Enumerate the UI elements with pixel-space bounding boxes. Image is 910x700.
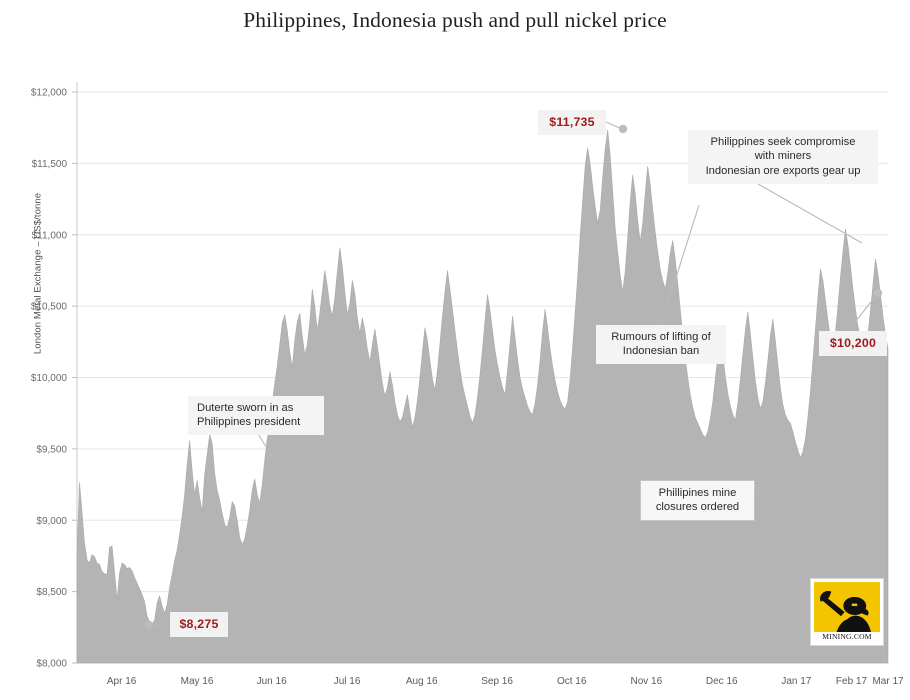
svg-text:Apr 16: Apr 16 <box>107 676 137 687</box>
svg-text:Nov 16: Nov 16 <box>630 676 662 687</box>
svg-text:Sep 16: Sep 16 <box>481 676 513 687</box>
annotation-duterte: Duterte sworn in as Philippines presiden… <box>188 396 324 435</box>
x-axis-ticks: Apr 16 May 16 Jun 16 Jul 16 Aug 16 Sep 16 Oct … <box>107 676 904 687</box>
svg-text:Jun 16: Jun 16 <box>257 676 287 687</box>
page-title: Philippines, Indonesia push and pull nic… <box>243 8 667 32</box>
nickel-price-area <box>76 129 889 664</box>
price-label-low: $8,275 <box>170 612 228 637</box>
svg-text:Mar 17: Mar 17 <box>872 676 904 687</box>
svg-text:Aug 16: Aug 16 <box>406 676 438 687</box>
mining-com-logo: MINING.COM <box>810 578 884 646</box>
svg-text:$10,000: $10,000 <box>31 373 68 384</box>
svg-text:$11,500: $11,500 <box>32 159 68 170</box>
annotation-leader-lines <box>144 121 883 630</box>
annotation-philippines-compromise: Philippines seek compromise with miners … <box>688 130 878 184</box>
svg-text:$10,500: $10,500 <box>31 302 68 313</box>
svg-text:$9,000: $9,000 <box>36 516 67 527</box>
svg-text:$8,000: $8,000 <box>36 659 67 670</box>
svg-text:$8,500: $8,500 <box>36 587 67 598</box>
y-axis-ticks: $8,000 $8,500 $9,000 $9,500 $10,000 $10,500 $1… <box>31 88 77 670</box>
svg-text:Feb 17: Feb 17 <box>836 676 868 687</box>
svg-text:$12,000: $12,000 <box>31 88 68 99</box>
logo-caption: MINING.COM <box>814 632 880 642</box>
annotation-mine-closures: Phillipines mine closures ordered <box>640 480 755 521</box>
annotation-rumours-lifting-ban: Rumours of lifting of Indonesian ban <box>596 325 726 364</box>
svg-text:$11,000: $11,000 <box>32 230 68 241</box>
svg-text:Jul 16: Jul 16 <box>334 676 361 687</box>
price-label-latest: $10,200 <box>819 331 887 356</box>
svg-text:Oct 16: Oct 16 <box>557 676 587 687</box>
svg-text:May 16: May 16 <box>181 676 214 687</box>
price-label-peak: $11,735 <box>538 110 606 135</box>
svg-text:$9,500: $9,500 <box>36 444 67 455</box>
svg-text:Jan 17: Jan 17 <box>781 676 811 687</box>
svg-text:Dec 16: Dec 16 <box>706 676 738 687</box>
